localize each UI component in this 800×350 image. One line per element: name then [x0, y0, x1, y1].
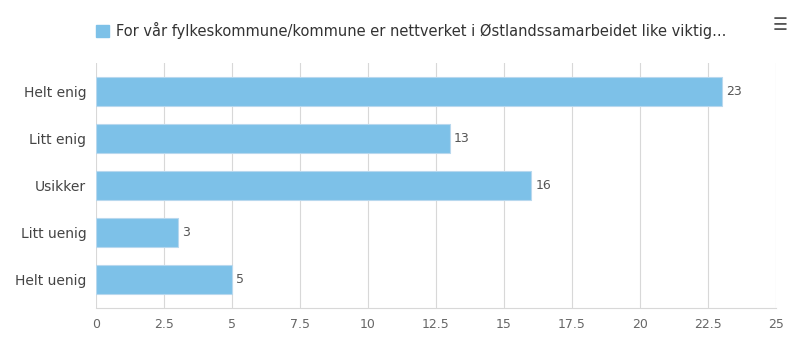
Bar: [96, 77, 722, 106]
Legend: For vår fylkeskommune/kommune er nettverket i Østlandssamarbeidet like viktig...: For vår fylkeskommune/kommune er nettver…: [90, 16, 732, 45]
Text: ☰: ☰: [773, 16, 788, 34]
Bar: [96, 265, 232, 294]
Text: 13: 13: [454, 132, 470, 145]
Text: 5: 5: [236, 273, 244, 286]
Bar: [96, 124, 450, 153]
Text: 3: 3: [182, 226, 190, 239]
Text: 23: 23: [726, 85, 742, 98]
Text: 16: 16: [535, 179, 551, 192]
Bar: [96, 218, 178, 247]
Bar: [96, 171, 531, 200]
